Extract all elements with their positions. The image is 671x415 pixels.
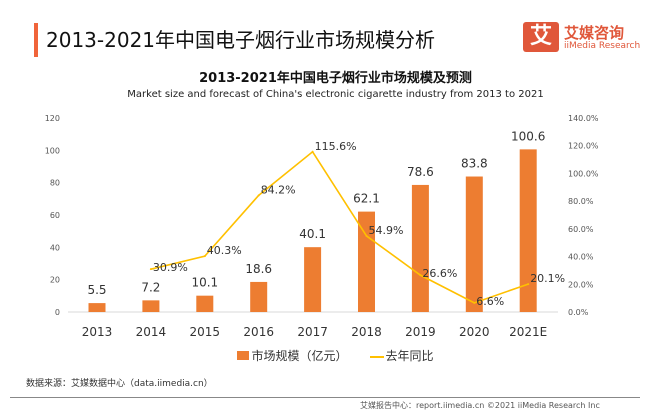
line-point	[365, 234, 368, 237]
logo-text-en: iiMedia Research	[564, 41, 641, 51]
line-data-label: 40.3%	[207, 244, 242, 257]
bar-data-label: 18.6	[245, 262, 272, 276]
bar	[358, 211, 375, 312]
bar-data-label: 62.1	[353, 192, 380, 206]
bar	[196, 295, 214, 312]
y-tick-label: 20	[50, 276, 60, 285]
line-point	[419, 274, 422, 277]
page-title: 2013-2021年中国电子烟行业市场规模分析	[46, 28, 436, 52]
legend-line-swatch	[369, 355, 384, 358]
y2-tick-label: 100.0%	[568, 169, 599, 178]
line-data-label: 115.6%	[315, 140, 357, 153]
y2-tick-label: 120.0%	[568, 142, 599, 151]
x-tick-label: 2015	[190, 325, 221, 339]
bar	[88, 303, 106, 312]
y2-tick-label: 20.0%	[568, 280, 594, 289]
bar	[519, 149, 537, 312]
y2-tick-label: 140.0%	[568, 114, 599, 123]
chart-subtitle: Market size and forecast of China's elec…	[127, 89, 544, 100]
x-tick-label: 2020	[459, 325, 490, 339]
bar-data-label: 40.1	[299, 227, 326, 241]
yoy-line	[150, 150, 529, 304]
line-point	[311, 150, 314, 153]
line-point	[149, 268, 152, 271]
y2-tick-label: 0.0%	[568, 308, 589, 317]
bar	[465, 176, 483, 312]
x-tick-label: 2016	[243, 325, 274, 339]
x-tick-label: 2019	[405, 325, 436, 339]
bar	[304, 247, 322, 312]
x-tick-label: 2017	[297, 325, 328, 339]
chart-title: 2013-2021年中国电子烟行业市场规模及预测	[199, 71, 472, 86]
line-data-label: 84.2%	[261, 183, 296, 196]
y2-tick-label: 40.0%	[568, 253, 594, 262]
legend-bar-swatch	[237, 351, 250, 360]
y2-tick-label: 60.0%	[568, 225, 594, 234]
x-tick-label: 2021E	[509, 325, 547, 339]
y2-tick-label: 80.0%	[568, 197, 594, 206]
line-point	[203, 255, 206, 258]
line-data-label: 30.9%	[153, 261, 188, 274]
source-note: 数据来源：艾媒数据中心（data.iimedia.cn）	[26, 379, 213, 389]
bar	[411, 184, 429, 312]
bar-data-label: 7.2	[141, 280, 160, 294]
footer: 艾媒报告中心：report.iimedia.cn ©2021 iiMedia R…	[360, 401, 600, 410]
title-accent-bar	[34, 23, 38, 57]
legend-line-label: 去年同比	[385, 349, 434, 363]
x-tick-label: 2018	[351, 325, 382, 339]
y-tick-label: 100	[45, 146, 60, 155]
divider	[10, 397, 640, 398]
bar	[142, 300, 160, 312]
legend-bar-label: 市场规模（亿元）	[251, 349, 348, 363]
chart: 0 20 40 60 80 100 120 0.0% 20.0% 40.0% 60.0% 80.0% 1…	[45, 114, 599, 339]
bar	[250, 281, 268, 312]
line-data-label: 54.9%	[369, 224, 404, 237]
line-data-label: 26.6%	[422, 267, 457, 280]
line-data-label: 6.6%	[476, 295, 504, 308]
x-tick-label: 2014	[136, 325, 167, 339]
line-point	[473, 301, 476, 304]
y-tick-label: 60	[50, 211, 60, 220]
y-tick-label: 80	[50, 179, 60, 188]
line-data-label: 20.1%	[530, 272, 565, 285]
bar-data-label: 83.8	[461, 157, 488, 171]
line-point	[527, 283, 530, 286]
bar-data-label: 100.6	[511, 129, 545, 143]
y-tick-label: 0	[55, 308, 60, 317]
iimedia-logo-icon: 艾	[523, 22, 559, 52]
bar-data-label: 10.1	[191, 276, 218, 290]
y-tick-label: 120	[45, 114, 60, 123]
logo-text-cn: 艾媒咨询	[564, 24, 625, 42]
bar-data-label: 5.5	[87, 283, 106, 297]
legend: 市场规模（亿元） 去年同比	[0, 347, 671, 364]
line-point	[257, 194, 260, 197]
bar-data-label: 78.6	[407, 165, 434, 179]
x-tick-label: 2013	[82, 325, 113, 339]
y-tick-label: 40	[50, 243, 60, 252]
